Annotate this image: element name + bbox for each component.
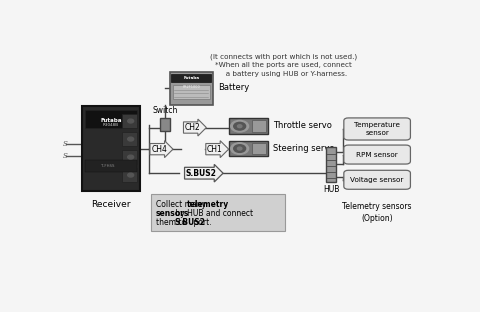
Text: Telemetry sensors
(Option): Telemetry sensors (Option) [342,202,412,223]
Text: Futaba: Futaba [183,76,199,80]
Text: CH2: CH2 [185,123,200,132]
FancyBboxPatch shape [85,160,137,172]
FancyBboxPatch shape [326,147,336,182]
FancyBboxPatch shape [229,141,268,156]
Text: Temperature
sensor: Temperature sensor [354,122,400,136]
Text: CH4: CH4 [151,145,167,154]
Text: CH1: CH1 [207,145,223,154]
FancyBboxPatch shape [171,74,211,82]
Text: T-FHSS: T-FHSS [101,164,114,168]
FancyBboxPatch shape [229,118,268,134]
FancyBboxPatch shape [151,193,285,231]
FancyBboxPatch shape [85,110,137,128]
FancyBboxPatch shape [170,72,213,105]
Text: Receiver: Receiver [92,200,131,209]
Circle shape [238,147,242,150]
Text: S.BUS2: S.BUS2 [175,218,206,227]
Text: sensors: sensors [156,209,189,218]
Text: telemetry: telemetry [187,200,229,209]
Circle shape [128,119,133,123]
Text: S.BUS2: S.BUS2 [186,169,217,178]
Text: Futaba: Futaba [100,118,122,123]
FancyBboxPatch shape [344,170,410,189]
Text: HUB: HUB [323,186,339,194]
Text: (It connects with port which is not used.)
*When all the ports are used, connect: (It connects with port which is not used… [210,53,357,76]
FancyBboxPatch shape [252,120,266,132]
Text: Switch: Switch [152,106,178,115]
Circle shape [234,145,246,152]
FancyBboxPatch shape [173,85,210,99]
FancyBboxPatch shape [122,114,137,128]
FancyBboxPatch shape [344,145,410,164]
Text: Throttle servo: Throttle servo [273,121,332,130]
Circle shape [231,120,249,132]
Text: Battery: Battery [218,83,249,92]
FancyBboxPatch shape [83,106,140,191]
Circle shape [238,125,242,128]
Text: RPM sensor: RPM sensor [356,152,398,158]
Text: S: S [63,140,68,148]
Text: R3048B: R3048B [103,123,119,127]
Text: port.: port. [191,218,211,227]
FancyBboxPatch shape [122,150,137,163]
FancyBboxPatch shape [252,143,266,154]
Text: Collect many: Collect many [156,200,208,209]
Circle shape [231,143,249,154]
FancyBboxPatch shape [122,168,137,182]
Text: S: S [63,152,68,160]
Circle shape [128,173,133,177]
FancyBboxPatch shape [160,118,170,131]
FancyBboxPatch shape [122,132,137,146]
Circle shape [128,155,133,159]
Text: Voltage sensor: Voltage sensor [350,177,404,183]
FancyBboxPatch shape [344,118,410,140]
Text: FR2F1000: FR2F1000 [182,85,200,89]
Circle shape [128,137,133,141]
Circle shape [234,122,246,130]
Text: by HUB and connect: by HUB and connect [173,209,253,218]
Text: Steering servo: Steering servo [273,144,334,153]
Text: them to: them to [156,218,188,227]
